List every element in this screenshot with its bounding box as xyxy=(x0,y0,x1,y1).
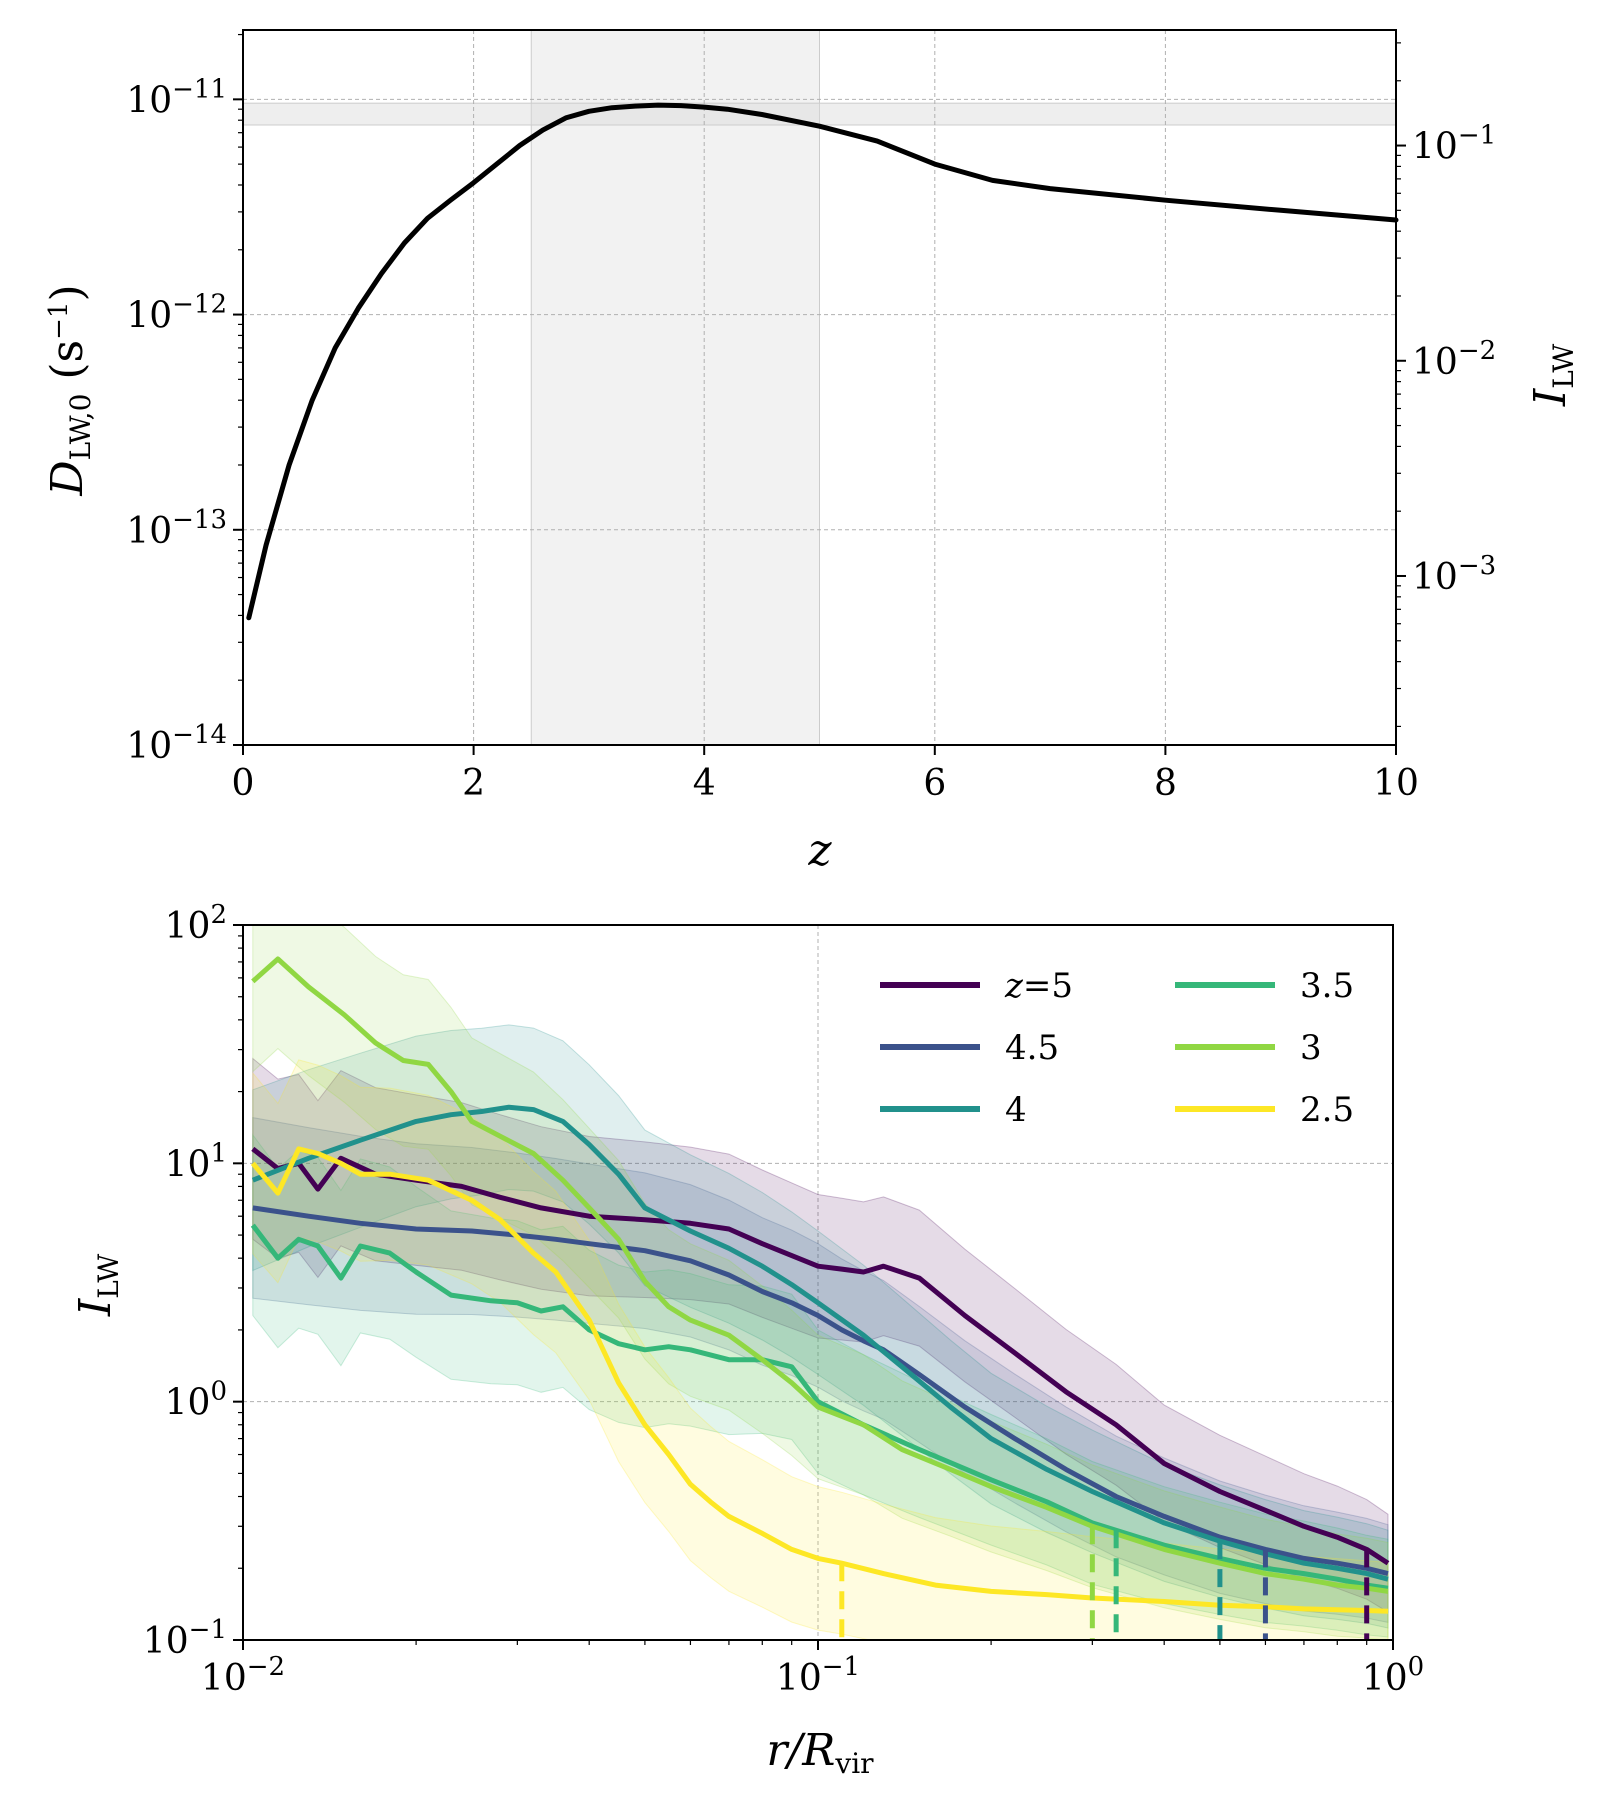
series-band-3 xyxy=(252,925,1389,1640)
series-line-2.5 xyxy=(250,1146,1389,1614)
top-y-tick-label: 10−14 xyxy=(126,720,227,767)
bottom-y-tick-label: 10−1 xyxy=(143,1615,227,1662)
bottom-y-axis-label: ILW xyxy=(70,1254,125,1318)
bottom-threshold-markers xyxy=(839,1526,1370,1640)
series-band-3.5 xyxy=(252,1133,1389,1638)
top-y-tick-label: 10−13 xyxy=(126,505,227,552)
bottom-x-axis-label-main: r/R xyxy=(766,1725,835,1776)
top-x-tick-label: 4 xyxy=(693,763,716,804)
bottom-x-tick-labels: 10−2 10−1 100 xyxy=(201,1652,1424,1699)
bottom-y-axis-label-main: I xyxy=(70,1297,121,1317)
bottom-ticks xyxy=(233,924,1394,1650)
legend-label-2.5: 2.5 xyxy=(1300,1090,1354,1130)
top-ticks xyxy=(233,33,1406,755)
top-y-axis-label-sub: LW,0 xyxy=(64,394,97,461)
legend-label-4: 4 xyxy=(1005,1090,1027,1130)
top-y2-tick-label: 10−2 xyxy=(1412,336,1496,383)
top-y2-tick-label: 10−3 xyxy=(1412,551,1496,598)
top-series xyxy=(246,102,1399,621)
top-y-tick-label: 10−11 xyxy=(126,74,227,121)
top-x-tick-label: 10 xyxy=(1373,763,1419,804)
legend-label-4.5: 4.5 xyxy=(1005,1028,1059,1068)
bottom-x-axis-label-sub: vir xyxy=(834,1747,874,1780)
legend-label-3.5: 3.5 xyxy=(1300,966,1354,1006)
horizontal-shaded-band xyxy=(242,102,1397,126)
bottom-x-tick-label: 100 xyxy=(1362,1652,1424,1699)
bottom-y-tick-labels: 10−1 100 101 102 xyxy=(143,900,227,1662)
top-y-axis-label-unit: (s xyxy=(42,340,93,380)
bottom-y-tick-label: 100 xyxy=(165,1377,227,1424)
top-shaded-bands xyxy=(242,29,1397,746)
top-y2-axis-label: ILW xyxy=(1525,344,1580,408)
top-y-axis-label: DLW,0 (s−1) xyxy=(42,284,97,496)
top-y2-tick-label: 10−1 xyxy=(1412,121,1496,168)
series-line-4 xyxy=(251,1104,1389,1582)
series-line-3 xyxy=(251,956,1389,1594)
bottom-series xyxy=(250,956,1390,1614)
top-y-tick-label: 10−12 xyxy=(126,290,227,337)
top-y-tick-labels: 10−14 10−13 10−12 10−11 xyxy=(126,74,227,767)
bottom-x-axis-label: r/Rvir xyxy=(766,1725,874,1780)
top-x-tick-labels: 0 2 4 6 8 10 xyxy=(232,763,1419,804)
series-line-4.5 xyxy=(252,1205,1389,1577)
bottom-y-axis-label-sub: LW xyxy=(92,1254,125,1299)
top-x-tick-label: 6 xyxy=(923,763,946,804)
bottom-x-tick-label: 10−2 xyxy=(201,1652,285,1699)
bottom-legend: z=5 4.5 4 3.5 3 2.5 xyxy=(880,966,1354,1130)
top-x-tick-label: 0 xyxy=(232,763,255,804)
top-x-tick-label: 2 xyxy=(462,763,485,804)
top-y-axis-label-unit-exp: −1 xyxy=(44,302,74,340)
top-y-axis-label-close: ) xyxy=(42,284,93,301)
top-series-line xyxy=(246,102,1399,621)
top-x-axis-label: z xyxy=(807,825,832,876)
top-axes-frame xyxy=(242,29,1397,746)
bottom-y-tick-label: 102 xyxy=(165,900,227,947)
bottom-x-tick-label: 10−1 xyxy=(776,1652,860,1699)
legend-label-5: z=5 xyxy=(1004,966,1073,1006)
top-x-tick-label: 8 xyxy=(1154,763,1177,804)
series-line-3.5 xyxy=(250,1223,1389,1591)
top-y2-axis-label-main: I xyxy=(1525,387,1576,407)
bottom-y-tick-label: 101 xyxy=(165,1138,227,1185)
top-y-axis-label-main: D xyxy=(42,460,93,496)
legend-label-3: 3 xyxy=(1300,1028,1322,1068)
vertical-shaded-band xyxy=(530,29,820,746)
top-y2-axis-label-sub: LW xyxy=(1547,344,1580,389)
series-band-4 xyxy=(252,1024,1389,1629)
top-y2-tick-labels: 10−3 10−2 10−1 xyxy=(1412,121,1496,598)
